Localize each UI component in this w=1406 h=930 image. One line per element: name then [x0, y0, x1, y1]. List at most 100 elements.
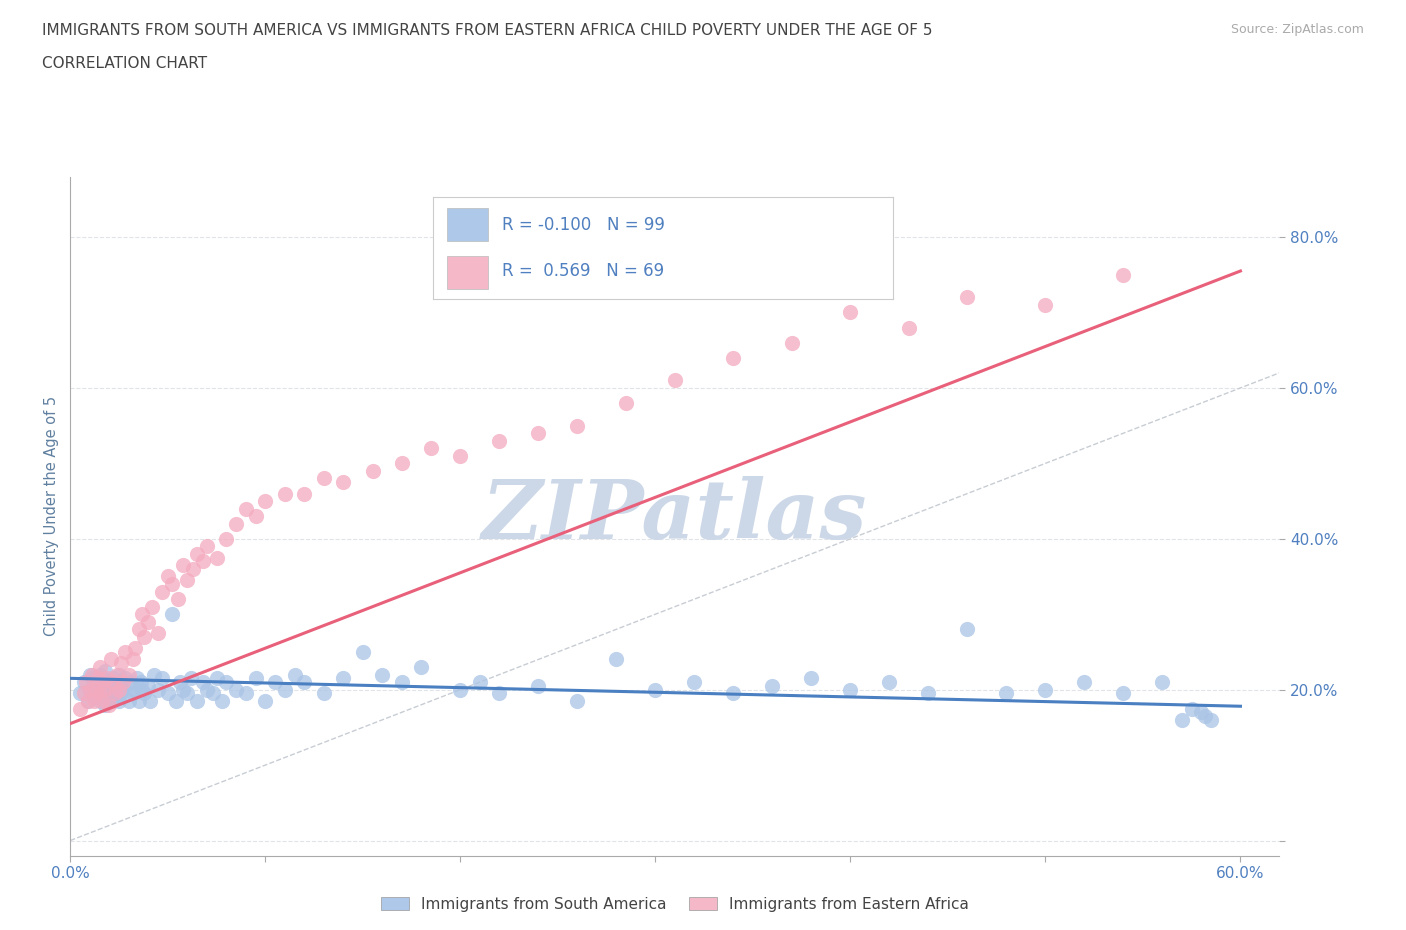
Point	[80, 667, 103, 682]
Point	[69, 701, 91, 716]
Point	[176, 686, 198, 701]
Point	[103, 674, 125, 689]
Point	[96, 683, 118, 698]
Point	[839, 683, 862, 698]
Point	[180, 671, 202, 685]
Point	[111, 674, 134, 689]
Point	[93, 686, 115, 701]
Point	[956, 622, 979, 637]
Point	[605, 652, 627, 667]
Point	[134, 630, 156, 644]
Point	[103, 671, 125, 685]
Point	[104, 690, 127, 705]
Point	[86, 674, 108, 689]
Point	[94, 698, 117, 712]
Point	[191, 554, 214, 569]
Point	[956, 290, 979, 305]
Point	[723, 686, 745, 701]
Y-axis label: Child Poverty Under the Age of 5: Child Poverty Under the Age of 5	[44, 396, 59, 636]
Point	[86, 671, 108, 685]
Point	[225, 516, 247, 531]
Point	[879, 674, 901, 689]
Point	[98, 690, 121, 705]
Point	[1194, 709, 1216, 724]
Point	[235, 501, 257, 516]
Point	[84, 679, 107, 694]
Point	[79, 667, 101, 682]
Point	[644, 683, 666, 698]
Point	[76, 694, 98, 709]
Point	[614, 395, 637, 410]
Point	[118, 667, 141, 682]
Point	[114, 671, 136, 685]
Point	[391, 456, 413, 471]
Point	[150, 584, 173, 599]
Point	[292, 486, 315, 501]
Point	[235, 686, 257, 701]
Text: ZIPatlas: ZIPatlas	[482, 476, 868, 556]
Point	[567, 694, 589, 709]
Point	[172, 558, 194, 573]
Point	[274, 683, 297, 698]
Point	[108, 667, 131, 682]
Point	[114, 644, 136, 659]
Text: CORRELATION CHART: CORRELATION CHART	[42, 56, 207, 71]
Point	[69, 686, 91, 701]
Point	[110, 656, 132, 671]
Point	[254, 694, 277, 709]
Point	[83, 694, 105, 709]
Point	[488, 686, 510, 701]
Point	[131, 606, 153, 621]
Point	[191, 674, 214, 689]
Point	[108, 683, 131, 698]
Point	[488, 433, 510, 448]
Point	[264, 674, 287, 689]
Point	[312, 471, 335, 485]
Point	[86, 686, 108, 701]
Point	[1035, 298, 1057, 312]
Point	[1112, 267, 1135, 282]
Point	[332, 671, 354, 685]
Point	[94, 663, 117, 678]
Point	[105, 674, 128, 689]
Point	[121, 686, 143, 701]
Point	[780, 335, 803, 350]
Point	[211, 694, 233, 709]
Point	[90, 671, 112, 685]
Point	[683, 674, 706, 689]
Point	[284, 667, 307, 682]
Point	[411, 659, 433, 674]
Point	[100, 652, 122, 667]
Point	[89, 667, 111, 682]
Point	[124, 641, 146, 656]
Point	[141, 599, 163, 614]
Point	[186, 547, 208, 562]
Point	[156, 686, 179, 701]
Point	[897, 320, 920, 335]
Point	[292, 674, 315, 689]
Point	[254, 494, 277, 509]
Point	[139, 694, 162, 709]
Point	[79, 683, 101, 698]
Point	[664, 373, 686, 388]
Point	[93, 674, 115, 689]
Point	[195, 538, 218, 553]
Point	[245, 671, 267, 685]
Point	[146, 626, 169, 641]
Point	[160, 577, 183, 591]
Point	[124, 683, 146, 698]
Point	[225, 683, 247, 698]
Text: IMMIGRANTS FROM SOUTH AMERICA VS IMMIGRANTS FROM EASTERN AFRICA CHILD POVERTY UN: IMMIGRANTS FROM SOUTH AMERICA VS IMMIGRA…	[42, 23, 932, 38]
Text: Source: ZipAtlas.com: Source: ZipAtlas.com	[1230, 23, 1364, 36]
Point	[420, 441, 443, 456]
Point	[371, 667, 394, 682]
Point	[527, 679, 550, 694]
Point	[89, 659, 111, 674]
Point	[76, 694, 98, 709]
Point	[83, 690, 105, 705]
Point	[352, 644, 374, 659]
Point	[160, 606, 183, 621]
Point	[98, 698, 121, 712]
Point	[166, 591, 188, 606]
Point	[136, 679, 159, 694]
